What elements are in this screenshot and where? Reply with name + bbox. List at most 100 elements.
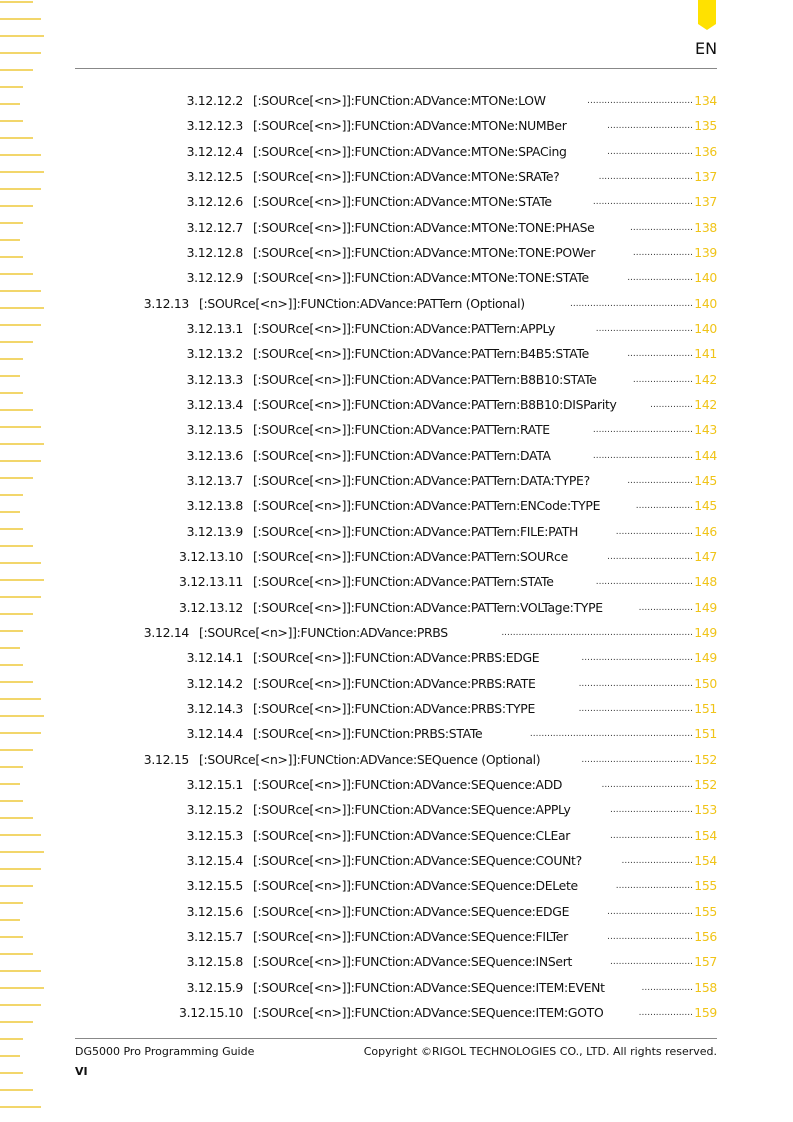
toc-page[interactable]: 158	[694, 979, 717, 995]
toc-entry[interactable]: 3.12.13.2 [:SOURce[<n>]]:FUNCtion:ADVance…	[0, 346, 718, 366]
toc-page[interactable]: 142	[694, 396, 717, 412]
toc-entry[interactable]: 3.12.15.3 [:SOURce[<n>]]:FUNCtion:ADVance…	[0, 827, 718, 848]
toc-entry[interactable]: 3.12.15.6 [:SOURce[<n>]]:FUNCtion:ADVance…	[0, 903, 718, 924]
toc-title[interactable]: [:SOURce[<n>]]:FUNCtion:ADVance:SEQuence…	[199, 751, 541, 767]
toc-entry[interactable]: 3.12.12.3 [:SOURce[<n>]]:FUNCtion:ADVance…	[0, 118, 718, 138]
toc-entry[interactable]: 3.12.12.8 [:SOURce[<n>]]:FUNCtion:ADVance…	[0, 244, 718, 265]
toc-title[interactable]: [:SOURce[<n>]]:FUNCtion:ADVance:SEQuence…	[253, 852, 582, 868]
toc-title[interactable]: [:SOURce[<n>]]:FUNCtion:ADVance:PATTern:…	[253, 320, 555, 336]
toc-title[interactable]: [:SOURce[<n>]]:FUNCtion:ADVance:PATTern:…	[253, 599, 603, 615]
toc-title[interactable]: [:SOURce[<n>]]:FUNCtion:ADVance:PRBS:TYP…	[253, 700, 535, 716]
toc-title[interactable]: [:SOURce[<n>]]:FUNCtion:ADVance:MTONe:TO…	[253, 219, 595, 235]
toc-title[interactable]: [:SOURce[<n>]]:FUNCtion:ADVance:SEQuence…	[253, 827, 571, 843]
toc-entry[interactable]: 3.12.15.5 [:SOURce[<n>]]:FUNCtion:ADVance…	[0, 878, 718, 898]
toc-entry[interactable]: 3.12.15.10 [:SOURce[<n>]]:FUNCtion:ADVanc…	[0, 1005, 717, 1025]
toc-entry[interactable]: 3.12.13.8 [:SOURce[<n>]]:FUNCtion:ADVance…	[0, 498, 718, 518]
toc-title[interactable]: [:SOURce[<n>]]:FUNCtion:ADVance:SEQuence…	[253, 954, 573, 970]
toc-title[interactable]: [:SOURce[<n>]]:FUNCtion:ADVance:SEQuence…	[253, 903, 570, 919]
toc-page[interactable]: 149	[694, 599, 717, 615]
toc-title[interactable]: [:SOURce[<n>]]:FUNCtion:ADVance:SEQuence…	[253, 1004, 604, 1020]
toc-entry[interactable]: 3.12.13.3 [:SOURce[<n>]]:FUNCtion:ADVance…	[0, 371, 718, 392]
toc-title[interactable]: [:SOURce[<n>]]:FUNCtion:ADVance:MTONe:SR…	[253, 168, 560, 184]
toc-page[interactable]: 152	[694, 751, 717, 767]
toc-page[interactable]: 149	[694, 650, 717, 666]
toc-entry[interactable]: 3.12.14 [:SOURce[<n>]]:FUNCtion:ADVance:P…	[0, 625, 717, 645]
toc-page[interactable]: 139	[694, 244, 717, 260]
toc-entry[interactable]: 3.12.15.8 [:SOURce[<n>]]:FUNCtion:ADVance…	[0, 954, 718, 974]
toc-title[interactable]: [:SOURce[<n>]]:FUNCtion:ADVance:SEQuence…	[253, 776, 563, 792]
toc-page[interactable]: 146	[694, 523, 717, 539]
toc-page[interactable]: 137	[694, 194, 717, 210]
toc-title[interactable]: [:SOURce[<n>]]:FUNCtion:ADVance:PATTern:…	[253, 498, 601, 514]
toc-entry[interactable]: 3.12.15.2 [:SOURce[<n>]]:FUNCtion:ADVance…	[0, 802, 718, 822]
toc-page[interactable]: 143	[694, 422, 717, 438]
toc-entry[interactable]: 3.12.12.7 [:SOURce[<n>]]:FUNCtion:ADVance…	[0, 219, 718, 240]
toc-page[interactable]: 148	[694, 574, 717, 590]
toc-title[interactable]: [:SOURce[<n>]]:FUNCtion:ADVance:PATTern:…	[253, 396, 617, 412]
toc-page[interactable]: 137	[694, 168, 717, 184]
toc-entry[interactable]: 3.12.14.1 [:SOURce[<n>]]:FUNCtion:ADVance…	[0, 650, 718, 670]
toc-entry[interactable]: 3.12.13.9 [:SOURce[<n>]]:FUNCtion:ADVance…	[0, 523, 718, 544]
toc-title[interactable]: [:SOURce[<n>]]:FUNCtion:ADVance:PATTern:…	[253, 447, 551, 463]
toc-page[interactable]: 145	[694, 472, 717, 488]
toc-entry[interactable]: 3.12.12.6 [:SOURce[<n>]]:FUNCtion:ADVance…	[0, 194, 718, 214]
toc-entry[interactable]: 3.12.13.6 [:SOURce[<n>]]:FUNCtion:ADVance…	[0, 447, 718, 468]
toc-page[interactable]: 155	[694, 878, 717, 894]
toc-entry[interactable]: 3.12.13.5 [:SOURce[<n>]]:FUNCtion:ADVance…	[0, 422, 718, 442]
toc-title[interactable]: [:SOURce[<n>]]:FUNCtion:ADVance:SEQuence…	[253, 878, 578, 894]
toc-page[interactable]: 134	[694, 93, 717, 108]
toc-entry[interactable]: 3.12.12.9 [:SOURce[<n>]]:FUNCtion:ADVance…	[0, 270, 718, 290]
toc-title[interactable]: [:SOURce[<n>]]:FUNCtion:ADVance:PRBS	[199, 624, 448, 640]
toc-title[interactable]: [:SOURce[<n>]]:FUNCtion:ADVance:PATTern:…	[253, 371, 597, 387]
toc-title[interactable]: [:SOURce[<n>]]:FUNCtion:ADVance:PATTern:…	[253, 523, 579, 539]
toc-entry[interactable]: 3.12.15.7 [:SOURce[<n>]]:FUNCtion:ADVance…	[0, 928, 718, 949]
toc-page[interactable]: 140	[694, 295, 717, 311]
toc-entry[interactable]: 3.12.13.12 [:SOURce[<n>]]:FUNCtion:ADVanc…	[0, 600, 717, 620]
toc-title[interactable]: [:SOURce[<n>]]:FUNCtion:ADVance:PATTern:…	[253, 472, 590, 488]
toc-entry[interactable]: 3.12.14.3 [:SOURce[<n>]]:FUNCtion:ADVance…	[0, 700, 718, 721]
toc-entry[interactable]: 3.12.13.7 [:SOURce[<n>]]:FUNCtion:ADVance…	[0, 472, 718, 493]
toc-page[interactable]: 151	[694, 700, 717, 716]
toc-title[interactable]: [:SOURce[<n>]]:FUNCtion:ADVance:MTONe:NU…	[253, 118, 567, 134]
toc-title[interactable]: [:SOURce[<n>]]:FUNCtion:ADVance:MTONe:LO…	[253, 93, 546, 108]
toc-title[interactable]: [:SOURce[<n>]]:FUNCtion:ADVance:PATTern:…	[253, 574, 554, 590]
toc-page[interactable]: 141	[694, 346, 717, 362]
toc-page[interactable]: 144	[694, 447, 717, 463]
toc-page[interactable]: 154	[694, 852, 717, 868]
toc-entry[interactable]: 3.12.15 [:SOURce[<n>]]:FUNCtion:ADVance:S…	[0, 752, 717, 772]
toc-title[interactable]: [:SOURce[<n>]]:FUNCtion:ADVance:PATTern:…	[253, 422, 550, 438]
toc-title[interactable]: [:SOURce[<n>]]:FUNCtion:PRBS:STATe	[253, 726, 483, 742]
toc-page[interactable]: 145	[694, 498, 717, 514]
toc-page[interactable]: 138	[694, 219, 717, 235]
toc-page[interactable]: 140	[694, 320, 717, 336]
toc-title[interactable]: [:SOURce[<n>]]:FUNCtion:ADVance:SEQuence…	[253, 928, 568, 944]
toc-entry[interactable]: 3.12.12.2 [:SOURce[<n>]]:FUNCtion:ADVance…	[0, 93, 718, 113]
toc-entry[interactable]: 3.12.13.4 [:SOURce[<n>]]:FUNCtion:ADVance…	[0, 396, 718, 417]
toc-title[interactable]: [:SOURce[<n>]]:FUNCtion:ADVance:MTONe:SP…	[253, 143, 567, 159]
toc-page[interactable]: 157	[694, 954, 717, 970]
toc-entry[interactable]: 3.12.13.1 [:SOURce[<n>]]:FUNCtion:ADVance…	[0, 320, 718, 341]
toc-title[interactable]: [:SOURce[<n>]]:FUNCtion:ADVance:PRBS:EDG…	[253, 650, 540, 666]
toc-page[interactable]: 147	[694, 548, 717, 564]
toc-page[interactable]: 159	[694, 1004, 717, 1020]
toc-page[interactable]: 154	[694, 827, 717, 843]
toc-title[interactable]: [:SOURce[<n>]]:FUNCtion:ADVance:PATTern:…	[253, 548, 568, 564]
toc-entry[interactable]: 3.12.14.2 [:SOURce[<n>]]:FUNCtion:ADVance…	[0, 675, 718, 696]
toc-title[interactable]: [:SOURce[<n>]]:FUNCtion:ADVance:SEQuence…	[253, 979, 605, 995]
toc-title[interactable]: [:SOURce[<n>]]:FUNCtion:ADVance:PRBS:RAT…	[253, 675, 536, 691]
toc-entry[interactable]: 3.12.15.1 [:SOURce[<n>]]:FUNCtion:ADVance…	[0, 776, 718, 797]
toc-page[interactable]: 151	[694, 726, 717, 742]
toc-title[interactable]: [:SOURce[<n>]]:FUNCtion:ADVance:SEQuence…	[253, 802, 571, 818]
toc-title[interactable]: [:SOURce[<n>]]:FUNCtion:ADVance:MTONe:ST…	[253, 194, 552, 210]
toc-title[interactable]: [:SOURce[<n>]]:FUNCtion:ADVance:MTONe:TO…	[253, 270, 589, 286]
toc-page[interactable]: 142	[694, 371, 717, 387]
toc-entry[interactable]: 3.12.12.5 [:SOURce[<n>]]:FUNCtion:ADVance…	[0, 168, 718, 189]
toc-page[interactable]: 155	[694, 903, 717, 919]
toc-entry[interactable]: 3.12.13.10 [:SOURce[<n>]]:FUNCtion:ADVanc…	[0, 549, 717, 569]
toc-page[interactable]: 149	[694, 624, 717, 640]
toc-title[interactable]: [:SOURce[<n>]]:FUNCtion:ADVance:PATTern …	[199, 295, 525, 311]
toc-page[interactable]: 152	[694, 776, 717, 792]
toc-entry[interactable]: 3.12.15.9 [:SOURce[<n>]]:FUNCtion:ADVance…	[0, 979, 718, 1000]
toc-page[interactable]: 136	[694, 143, 717, 159]
toc-page[interactable]: 150	[694, 675, 717, 691]
